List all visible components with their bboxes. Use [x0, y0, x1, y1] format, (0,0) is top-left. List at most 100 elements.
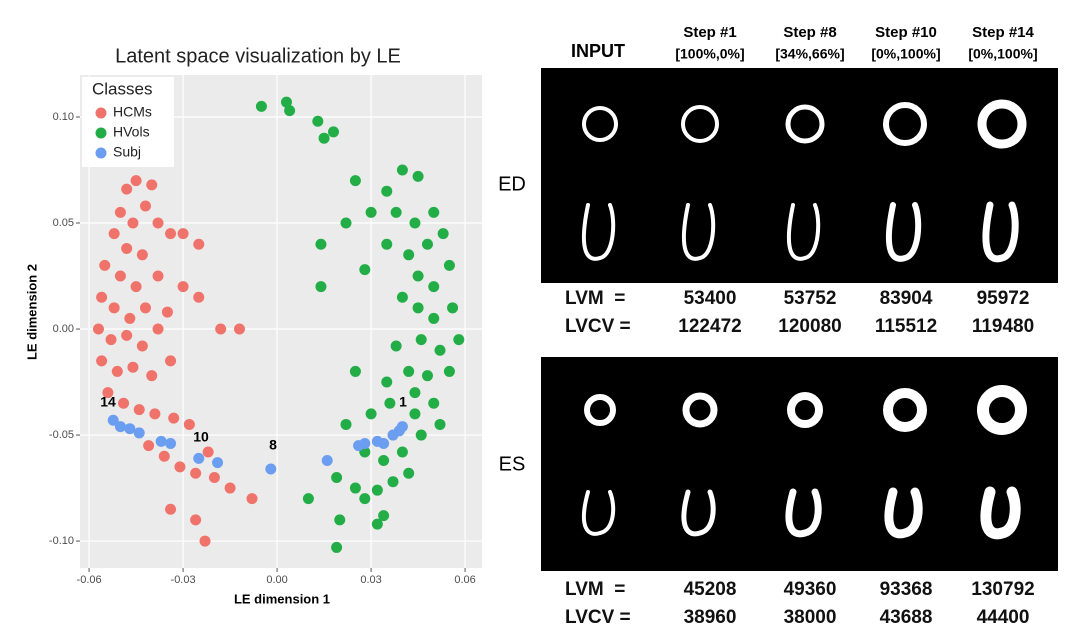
contour-ring: [883, 102, 927, 146]
point: [315, 238, 327, 250]
point: [409, 387, 421, 399]
point: [224, 482, 236, 494]
legend-title: Classes: [92, 79, 152, 98]
point: [396, 164, 408, 176]
point: [349, 175, 361, 187]
phase-label: ES: [499, 453, 526, 475]
y-tick-label: -0.10: [49, 535, 74, 547]
contour-ring: [584, 394, 616, 426]
point: [96, 291, 108, 303]
point: [447, 302, 459, 314]
point: [428, 281, 440, 293]
row-value: 83904: [880, 288, 933, 309]
point: [409, 217, 421, 229]
point-annotation: 8: [269, 437, 277, 453]
y-tick-label: 0.05: [53, 217, 74, 229]
row-value: 119480: [972, 316, 1034, 337]
point: [443, 365, 455, 377]
point: [177, 228, 189, 240]
point: [428, 312, 440, 324]
contour-ring: [977, 99, 1027, 149]
point: [387, 476, 399, 488]
x-tick-label: -0.03: [171, 574, 196, 586]
point: [434, 418, 446, 430]
row-label: LVM =: [565, 579, 625, 600]
point: [371, 518, 383, 530]
contour-u: [982, 201, 1019, 263]
row-value: 95972: [977, 288, 1030, 309]
point: [212, 457, 224, 469]
contour-ring: [883, 388, 927, 432]
phase-label: ED: [498, 173, 526, 195]
point: [384, 397, 396, 409]
point: [381, 238, 393, 250]
row-value: 45208: [684, 579, 737, 600]
point: [415, 334, 427, 346]
row-value: 115512: [875, 316, 937, 337]
point: [165, 228, 177, 240]
point: [190, 467, 202, 479]
point: [190, 514, 202, 526]
point: [412, 302, 424, 314]
contour-ring: [977, 385, 1027, 435]
point: [114, 270, 126, 282]
point: [99, 259, 111, 271]
y-tick-label: 0.00: [53, 323, 74, 335]
point: [165, 438, 177, 450]
legend-label: HCMs: [113, 104, 152, 120]
point: [152, 323, 164, 335]
point: [381, 376, 393, 388]
point: [208, 471, 220, 483]
point: [158, 450, 170, 462]
row-label: LVCV =: [565, 607, 631, 628]
point: [149, 408, 161, 420]
point: [199, 535, 211, 547]
point: [365, 408, 377, 420]
point: [378, 454, 390, 466]
point: [152, 270, 164, 282]
point: [246, 493, 258, 505]
point: [174, 461, 186, 473]
row-value: 43688: [880, 607, 933, 628]
step-name: Step #10: [875, 24, 937, 41]
point: [127, 217, 139, 229]
point: [280, 96, 292, 108]
row-value: 53400: [684, 288, 737, 309]
point: [165, 503, 177, 515]
contour-ring: [681, 105, 719, 143]
contour-u: [681, 489, 716, 537]
y-tick-label: 0.10: [53, 111, 74, 123]
row-value: 120080: [778, 316, 841, 337]
contour-ring: [582, 106, 618, 142]
point: [165, 355, 177, 367]
point: [359, 264, 371, 276]
contour-u: [581, 490, 616, 536]
point: [108, 228, 120, 240]
row-value: 38000: [784, 607, 837, 628]
point: [396, 291, 408, 303]
point: [168, 412, 180, 424]
point: [312, 115, 324, 127]
contour-ring: [785, 104, 825, 144]
point: [124, 312, 136, 324]
point: [403, 249, 415, 261]
point: [371, 484, 383, 496]
point: [133, 404, 145, 416]
x-tick-label: 0.06: [454, 574, 475, 586]
point: [334, 514, 346, 526]
point: [96, 355, 108, 367]
point: [340, 217, 352, 229]
point: [331, 541, 343, 553]
point: [378, 438, 390, 450]
point: [428, 206, 440, 218]
point: [396, 421, 408, 433]
contour-u: [785, 488, 822, 538]
point: [121, 183, 133, 195]
contour-u: [787, 203, 821, 261]
point: [437, 228, 449, 240]
point: [193, 238, 205, 250]
image-panel: [541, 357, 1058, 571]
point: [130, 175, 142, 187]
point: [318, 132, 330, 144]
point: [327, 126, 339, 138]
